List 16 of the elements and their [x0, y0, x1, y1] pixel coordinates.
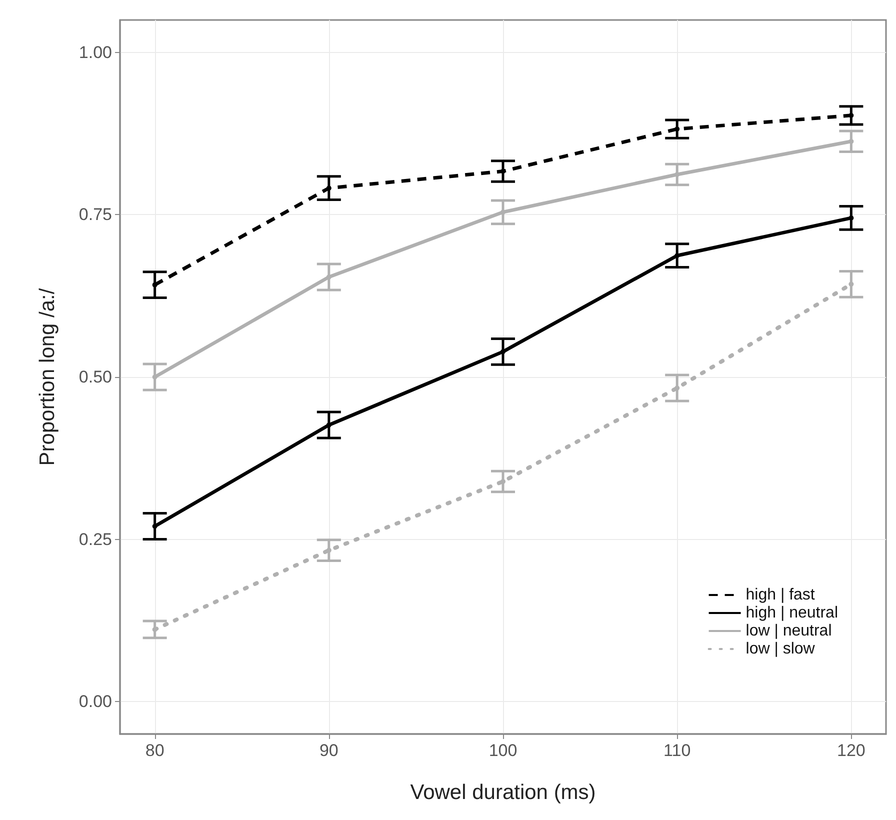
- legend-label: high | neutral: [746, 604, 838, 622]
- y-tick-label: 0.25: [78, 530, 112, 549]
- legend-label: low | neutral: [746, 622, 832, 640]
- y-tick-label: 0.50: [78, 368, 112, 386]
- x-axis-title: Vowel duration (ms): [410, 781, 596, 804]
- x-tick-label: 80: [145, 741, 164, 760]
- x-tick-label: 120: [836, 741, 866, 760]
- y-axis-title: Proportion long /a:/: [36, 288, 59, 466]
- x-tick-label: 90: [319, 741, 338, 760]
- legend-label: high | fast: [746, 586, 816, 604]
- legend-label: low | slow: [746, 640, 816, 658]
- y-tick-label: 0.00: [78, 692, 112, 712]
- x-tick-label: 100: [488, 741, 518, 760]
- y-tick-label: 0.75: [78, 205, 112, 224]
- y-tick-label: 1.00: [78, 42, 112, 62]
- x-tick-label: 110: [664, 741, 691, 760]
